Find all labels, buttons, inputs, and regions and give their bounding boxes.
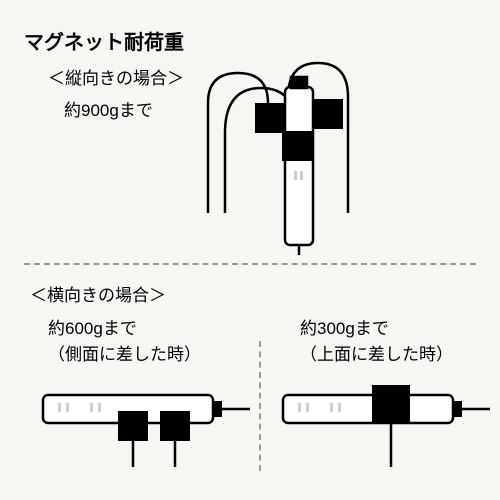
horizontal-divider [24, 263, 476, 265]
vertical-illustration [205, 55, 385, 255]
top-insert-text: 約300gまで （上面に差した時） [300, 316, 453, 367]
page-title: マグネット耐荷重 [24, 26, 184, 55]
vertical-section-label: ＜縦向きの場合＞ 約900gまで [48, 66, 184, 123]
side-note: （側面に差した時） [48, 342, 201, 368]
top-weight: 約300gまで [300, 316, 453, 342]
horizontal-section-label: ＜横向きの場合＞ [30, 283, 166, 309]
side-insert-text: 約600gまで （側面に差した時） [48, 316, 201, 367]
vertical-weight: 約900gまで [64, 98, 184, 124]
top-note: （上面に差した時） [300, 342, 453, 368]
vertical-label: ＜縦向きの場合＞ [48, 66, 184, 92]
vertical-sub-divider [259, 341, 261, 471]
top-insert-illustration [280, 375, 490, 475]
side-insert-illustration [40, 375, 250, 475]
horizontal-label: ＜横向きの場合＞ [30, 283, 166, 309]
side-weight: 約600gまで [48, 316, 201, 342]
